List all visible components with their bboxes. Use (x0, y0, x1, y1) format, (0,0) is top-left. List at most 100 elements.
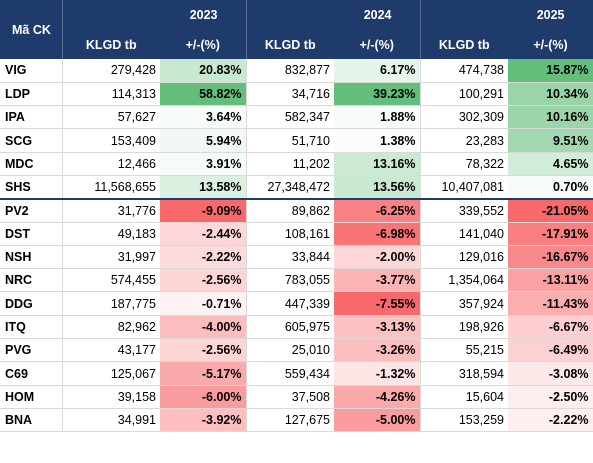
change-cell-2024: -3.26% (334, 338, 421, 363)
year-header-2025: 2025 (420, 0, 593, 30)
volume-cell-2024: 832,877 (246, 59, 334, 83)
table-row: SCG 153,409 5.94% 51,710 1.38% 23,283 9.51% (0, 128, 593, 153)
volume-cell-2024: 25,010 (246, 338, 334, 363)
change-cell-2025: 10.34% (508, 82, 593, 107)
change-cell-2025: 10.16% (508, 105, 593, 130)
ticker-cell: DST (0, 222, 63, 246)
table-row: DST 49,183 -2.44% 108,161 -6.98% 141,040 -17.9… (0, 222, 593, 246)
volume-cell-2023: 49,183 (62, 222, 160, 246)
table-row: HOM 39,158 -6.00% 37,508 -4.26% 15,604 -2.50% (0, 385, 593, 409)
change-cell-2025: 15.87% (508, 59, 593, 83)
volume-cell-2025: 318,594 (420, 361, 508, 386)
change-cell-2025: -17.91% (508, 222, 593, 246)
change-cell-2023: 5.94% (160, 128, 247, 153)
volume-cell-2025: 141,040 (420, 222, 508, 246)
table-row: BNA 34,991 -3.92% 127,675 -5.00% 153,259 -2.22… (0, 408, 593, 433)
volume-cell-2023: 43,177 (62, 338, 160, 363)
ticker-cell: DDG (0, 291, 63, 316)
change-cell-2025: 0.70% (508, 175, 593, 200)
change-cell-2025: -3.08% (508, 361, 593, 386)
volume-cell-2025: 15,604 (420, 385, 508, 409)
volume-cell-2024: 34,716 (246, 82, 334, 107)
table-row: ITQ 82,962 -4.00% 605,975 -3.13% 198,926 -6.67… (0, 315, 593, 340)
change-cell-2025: -11.43% (508, 291, 593, 316)
change-cell-2024: 13.16% (334, 152, 421, 176)
volume-cell-2023: 12,466 (62, 152, 160, 176)
volume-cell-2025: 474,738 (420, 59, 508, 83)
ticker-cell: BNA (0, 408, 63, 433)
ticker-cell: SHS (0, 175, 63, 200)
ticker-cell: ITQ (0, 315, 63, 340)
volume-cell-2024: 33,844 (246, 245, 334, 270)
volume-cell-2024: 11,202 (246, 152, 334, 176)
change-cell-2025: -6.67% (508, 315, 593, 340)
change-cell-2025: -13.11% (508, 268, 593, 293)
ticker-cell: NSH (0, 245, 63, 270)
volume-cell-2023: 57,627 (62, 105, 160, 130)
ticker-cell: SCG (0, 128, 63, 153)
change-cell-2023: 13.58% (160, 175, 247, 200)
volume-cell-2024: 27,348,472 (246, 175, 334, 200)
volume-cell-2025: 357,924 (420, 291, 508, 316)
change-cell-2024: -3.13% (334, 315, 421, 340)
volume-cell-2023: 153,409 (62, 128, 160, 153)
table-row: PV2 31,776 -9.09% 89,862 -6.25% 339,552 -21.05… (0, 197, 593, 223)
change-cell-2023: -2.44% (160, 222, 247, 246)
year-header-2024: 2024 (246, 0, 421, 30)
table-body: VIG 279,428 20.83% 832,877 6.17% 474,738 15.87… (0, 59, 593, 433)
change-cell-2024: -2.00% (334, 245, 421, 270)
change-cell-2024: -7.55% (334, 291, 421, 316)
table-row: C69 125,067 -5.17% 559,434 -1.32% 318,594 -3.0… (0, 361, 593, 386)
change-cell-2025: 9.51% (508, 128, 593, 153)
change-cell-2023: -2.56% (160, 268, 247, 293)
ticker-cell: PV2 (0, 197, 63, 223)
change-cell-2025: -2.50% (508, 385, 593, 409)
change-cell-2023: -6.00% (160, 385, 247, 409)
change-cell-2024: 13.56% (334, 175, 421, 200)
volume-cell-2024: 51,710 (246, 128, 334, 153)
volume-cell-2024: 447,339 (246, 291, 334, 316)
change-cell-2024: -1.32% (334, 361, 421, 386)
table-row: LDP 114,313 58.82% 34,716 39.23% 100,291 10.34… (0, 82, 593, 107)
ticker-cell: C69 (0, 361, 63, 386)
change-cell-2023: -9.09% (160, 197, 247, 223)
ticker-cell: PVG (0, 338, 63, 363)
table-row: SHS 11,568,655 13.58% 27,348,472 13.56% 10,40… (0, 175, 593, 200)
volume-cell-2025: 100,291 (420, 82, 508, 107)
change-cell-2023: -2.22% (160, 245, 247, 270)
change-cell-2023: -0.71% (160, 291, 247, 316)
volume-cell-2023: 114,313 (62, 82, 160, 107)
volume-cell-2025: 339,552 (420, 197, 508, 223)
change-cell-2024: -6.25% (334, 197, 421, 223)
volume-cell-2023: 125,067 (62, 361, 160, 386)
volume-cell-2025: 1,354,064 (420, 268, 508, 293)
change-cell-2023: 58.82% (160, 82, 247, 107)
volume-cell-2024: 89,862 (246, 197, 334, 223)
ticker-cell: NRC (0, 268, 63, 293)
volume-cell-2023: 279,428 (62, 59, 160, 83)
stock-performance-table: Mã CK 2023 2024 2025 KLGD tb +/-(%) KLGD… (0, 0, 593, 433)
ticker-cell: IPA (0, 105, 63, 130)
table-row: PVG 43,177 -2.56% 25,010 -3.26% 55,215 -6.49% (0, 338, 593, 363)
change-header-2025: +/-(%) (508, 30, 593, 59)
change-cell-2025: -2.22% (508, 408, 593, 433)
volume-cell-2023: 187,775 (62, 291, 160, 316)
ticker-cell: VIG (0, 59, 63, 83)
change-cell-2023: -4.00% (160, 315, 247, 340)
change-cell-2023: -2.56% (160, 338, 247, 363)
volume-cell-2024: 605,975 (246, 315, 334, 340)
change-cell-2024: 1.88% (334, 105, 421, 130)
volume-cell-2025: 23,283 (420, 128, 508, 153)
volume-header-2024: KLGD tb (246, 30, 334, 59)
volume-cell-2024: 582,347 (246, 105, 334, 130)
volume-cell-2024: 559,434 (246, 361, 334, 386)
change-cell-2024: -6.98% (334, 222, 421, 246)
table-row: MDC 12,466 3.91% 11,202 13.16% 78,322 4.65% (0, 152, 593, 176)
volume-cell-2023: 31,997 (62, 245, 160, 270)
change-cell-2025: -21.05% (508, 197, 593, 223)
change-cell-2023: 3.91% (160, 152, 247, 176)
volume-cell-2025: 55,215 (420, 338, 508, 363)
ticker-cell: LDP (0, 82, 63, 107)
volume-cell-2025: 198,926 (420, 315, 508, 340)
ticker-cell: MDC (0, 152, 63, 176)
